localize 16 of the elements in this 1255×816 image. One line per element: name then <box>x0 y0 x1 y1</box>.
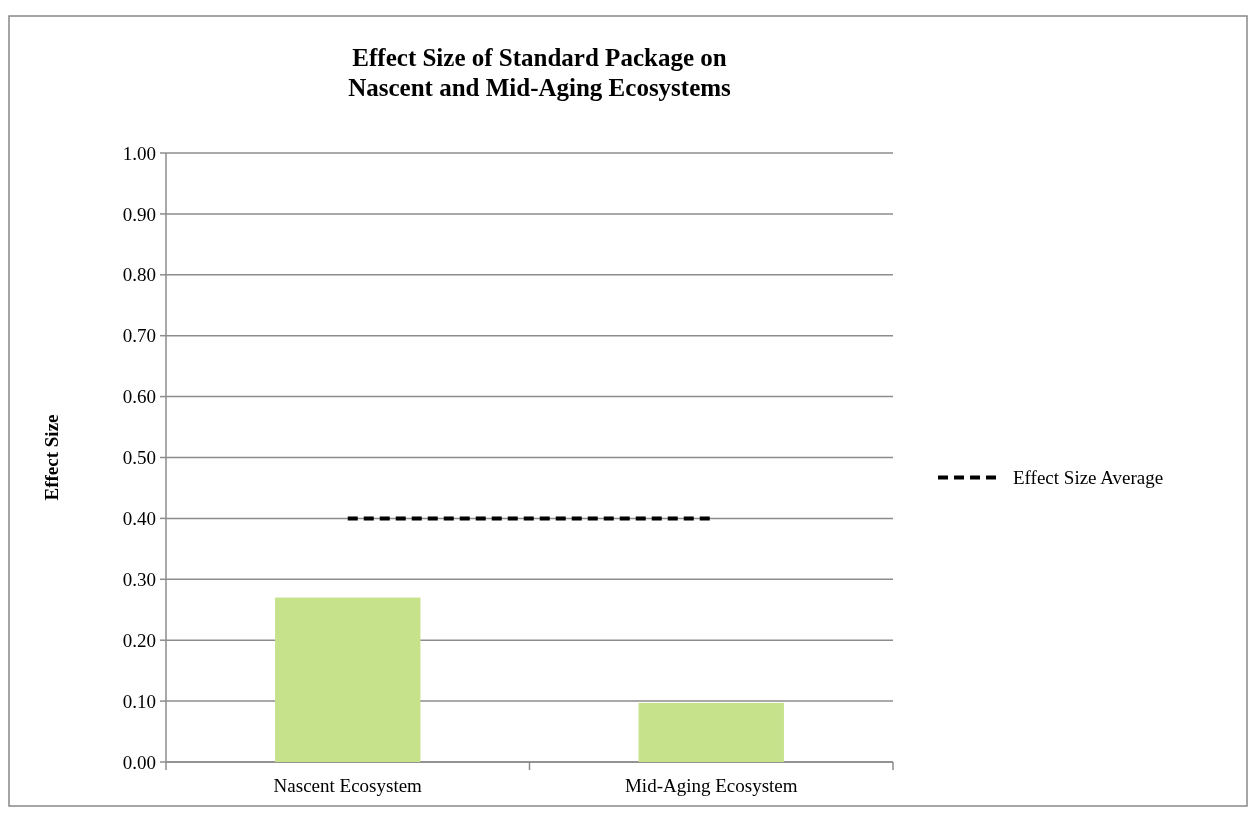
y-tick-label: 0.90 <box>122 203 156 225</box>
y-tick-label: 0.00 <box>122 751 156 773</box>
y-tick-label: 0.40 <box>122 508 156 530</box>
y-tick-label: 0.80 <box>122 264 156 286</box>
legend-label: Effect Size Average <box>1013 467 1164 489</box>
y-tick-label: 0.30 <box>122 568 156 590</box>
chart-title: Effect Size of Standard Package on Nascent and Mid-Aging Ecosystems <box>348 44 732 101</box>
y-tick-label: 0.10 <box>122 690 156 712</box>
y-tick-label: 0.70 <box>122 325 156 347</box>
y-tick-label: 0.60 <box>122 386 156 408</box>
x-tick-label: Nascent Ecosystem <box>273 775 423 796</box>
y-tick-label: 1.00 <box>122 142 156 164</box>
x-tick-label: Mid-Aging Ecosystem <box>624 775 798 796</box>
y-tick-label: 0.50 <box>122 447 156 469</box>
y-axis-title: Effect Size <box>41 414 62 501</box>
y-tick-label: 0.20 <box>122 629 156 651</box>
